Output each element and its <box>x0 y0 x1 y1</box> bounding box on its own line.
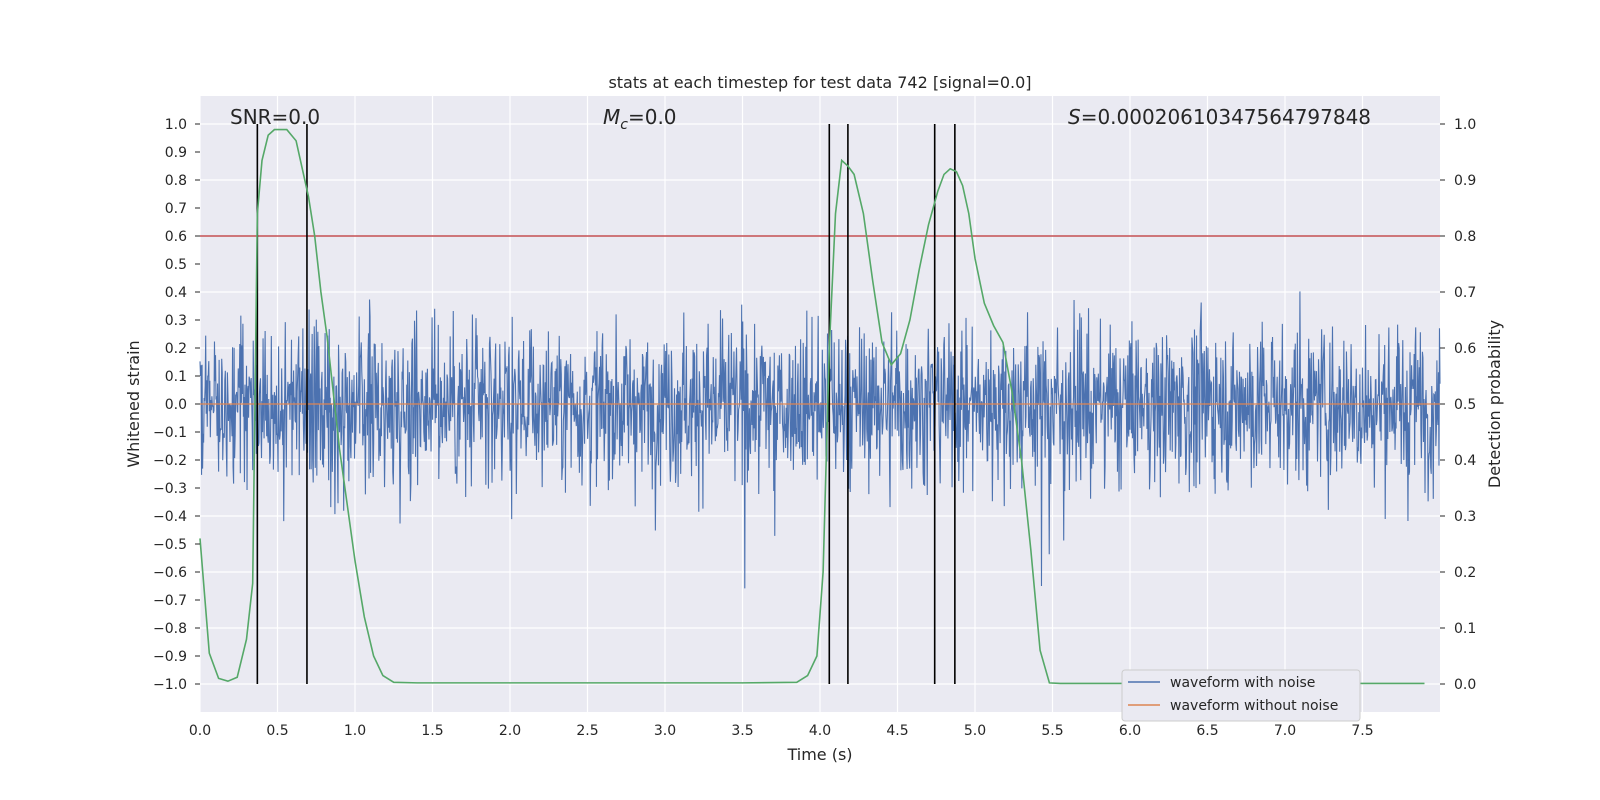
x-ticks: 0.0 0.5 1.0 1.5 2.0 2.5 3.0 3.5 4.0 4.5 5.0 5.5 6.0 6… <box>189 723 1374 739</box>
y-tick-label-left: 0.9 <box>165 145 187 161</box>
y-tick-label-right: 0.5 <box>1454 397 1476 413</box>
x-tick-label: 5.0 <box>964 723 986 739</box>
y-tick-label-left: 0.1 <box>165 369 187 385</box>
legend-box <box>1121 669 1361 722</box>
x-tick-label: 3.5 <box>731 723 753 739</box>
legend: waveform with noise waveform without noi… <box>1121 669 1361 722</box>
noise-waveform-line <box>199 291 1441 589</box>
x-tick-label: 7.5 <box>1351 723 1373 739</box>
y-tick-label-left: −0.3 <box>153 481 187 497</box>
y-tick-label-right: 0.3 <box>1454 509 1476 525</box>
y-axis-label-left: Whitened strain <box>124 340 143 467</box>
y-axis-label-right: Detection probability <box>1485 320 1504 488</box>
s-annotation: S=0.00020610347564797848 <box>1068 105 1371 129</box>
y-tick-label-left: 0.8 <box>165 173 187 189</box>
y-tick-label-right: 0.1 <box>1454 621 1476 637</box>
x-tick-label: 3.0 <box>654 723 676 739</box>
x-tick-label: 2.5 <box>576 723 598 739</box>
x-tick-label: 6.0 <box>1119 723 1141 739</box>
x-tick-label: 4.0 <box>809 723 831 739</box>
y-tick-label-left: −0.2 <box>153 453 187 469</box>
probability-line <box>199 128 1425 685</box>
x-tick-label: 0.0 <box>189 723 211 739</box>
mc-annotation: Mc=0.0 <box>603 105 677 133</box>
y-tick-label-left: −0.4 <box>153 509 187 525</box>
mc-value: =0.0 <box>628 105 677 129</box>
y-tick-label-left: 0.0 <box>165 397 187 413</box>
y-tick-label-left: 0.7 <box>165 201 187 217</box>
y-tick-label-right: 0.0 <box>1454 677 1476 693</box>
y-tick-label-left: −0.6 <box>153 565 187 581</box>
y-tick-label-left: −0.5 <box>153 537 187 553</box>
y-ticks-left: 1.0 0.9 0.8 0.7 0.6 0.5 0.4 0.3 0.2 0.1 0.0 −0.1 −0.… <box>153 117 200 693</box>
y-tick-label-right: 0.9 <box>1454 173 1476 189</box>
snr-annotation: SNR=0.0 <box>230 105 320 129</box>
x-tick-label: 0.5 <box>266 723 288 739</box>
y-tick-label-left: −0.7 <box>153 593 187 609</box>
x-tick-label: 2.0 <box>499 723 521 739</box>
y-tick-label-left: −0.8 <box>153 621 187 637</box>
detection-probability-series <box>199 128 1425 685</box>
y-tick-label-left: 1.0 <box>165 117 187 133</box>
y-tick-label-left: −0.9 <box>153 649 187 665</box>
y-tick-label-right: 0.6 <box>1454 341 1476 357</box>
y-tick-label-left: −0.1 <box>153 425 187 441</box>
y-tick-label-right: 0.7 <box>1454 285 1476 301</box>
y-tick-label-right: 0.8 <box>1454 229 1476 245</box>
y-tick-label-left: 0.3 <box>165 313 187 329</box>
y-tick-label-left: −1.0 <box>153 677 187 693</box>
x-tick-label: 1.0 <box>344 723 366 739</box>
x-tick-label: 4.5 <box>886 723 908 739</box>
x-tick-label: 5.5 <box>1041 723 1063 739</box>
x-tick-label: 7.0 <box>1274 723 1296 739</box>
y-ticks-right: 1.0 0.9 0.8 0.7 0.6 0.5 0.4 0.3 0.2 0.1 0.0 <box>1440 117 1476 693</box>
y-tick-label-right: 0.4 <box>1454 453 1476 469</box>
x-tick-label: 1.5 <box>421 723 443 739</box>
mc-symbol: M <box>603 105 620 129</box>
s-value: =0.00020610347564797848 <box>1081 105 1371 129</box>
legend-clean-label: waveform without noise <box>1170 698 1338 714</box>
y-tick-label-right: 0.2 <box>1454 565 1476 581</box>
y-tick-label-left: 0.5 <box>165 257 187 273</box>
mc-subscript: c <box>620 117 628 133</box>
legend-noise-label: waveform with noise <box>1170 675 1315 691</box>
y-tick-label-left: 0.6 <box>165 229 187 245</box>
x-axis-label: Time (s) <box>786 745 852 764</box>
s-symbol: S <box>1068 105 1081 129</box>
y-tick-label-left: 0.4 <box>165 285 187 301</box>
noise-waveform-series <box>199 291 1441 589</box>
y-tick-label-left: 0.2 <box>165 341 187 357</box>
x-tick-label: 6.5 <box>1196 723 1218 739</box>
chart-title: stats at each timestep for test data 742… <box>608 73 1031 92</box>
y-tick-label-right: 1.0 <box>1454 117 1476 133</box>
